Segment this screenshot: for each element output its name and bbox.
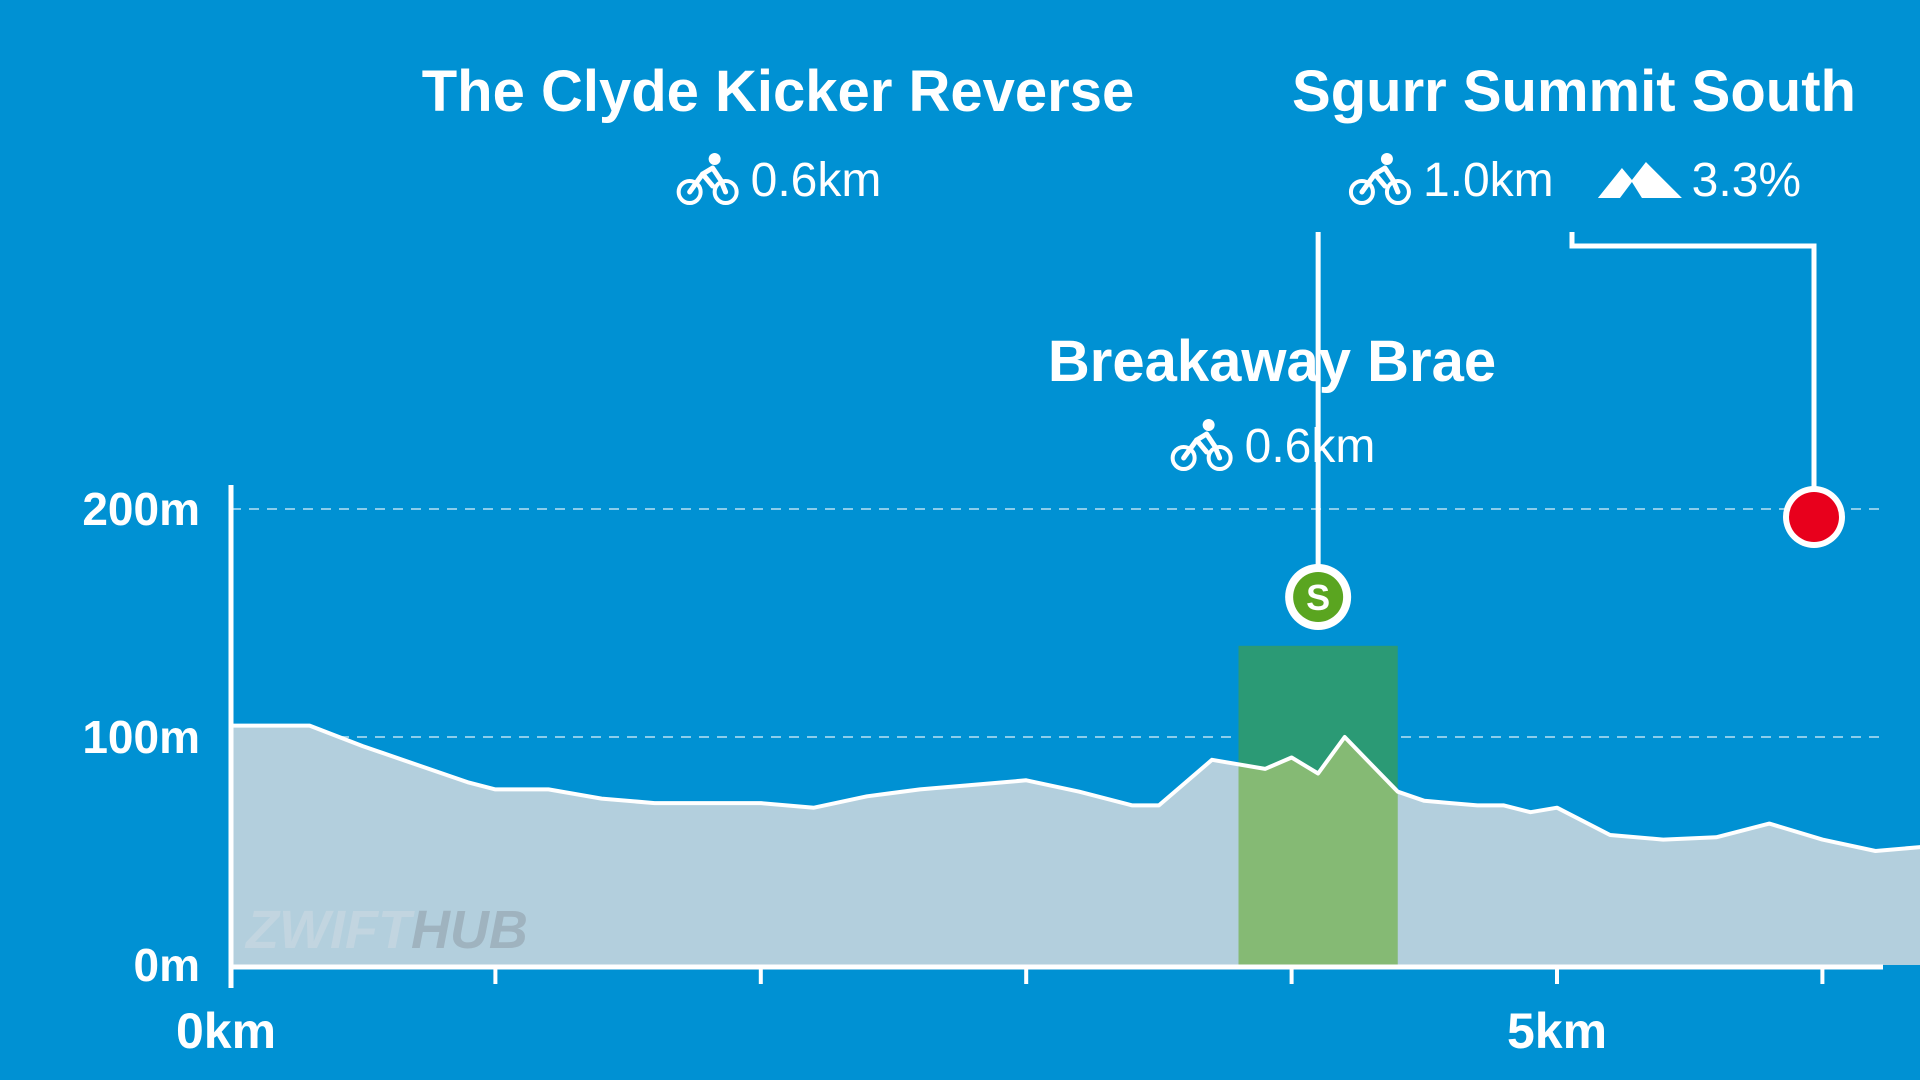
elevation-line	[230, 723, 1920, 853]
segment-distance: 0.6km	[1244, 419, 1376, 473]
elevation-area	[230, 725, 1920, 965]
x-tick-label-0: 0km	[176, 1003, 276, 1059]
segment-stats-clyde-kicker: 0.6km	[675, 152, 882, 208]
axes: 0km5km10km0m100m200m	[82, 483, 1883, 1059]
segment-stats-sgurr-summit: 1.0km 3.3%	[1347, 152, 1801, 208]
segment-stats-breakaway-brae: 0.6km	[1169, 418, 1376, 474]
sprint-marker-icon	[1293, 572, 1344, 622]
cyclist-icon	[1170, 419, 1233, 471]
segment-leader-lines	[1315, 232, 1817, 572]
y-tick-label-2: 200m	[82, 483, 200, 535]
cyclist-icon	[676, 153, 739, 205]
x-tick-label-1: 5km	[1507, 1003, 1607, 1059]
segment-markers: SS	[1285, 486, 1845, 630]
watermark-part1: ZWIFT	[244, 900, 415, 960]
kom-marker-icon	[1789, 492, 1839, 542]
segment-title-sgurr-summit: Sgurr Summit South	[1292, 59, 1856, 124]
cyclist-icon	[1348, 153, 1411, 205]
sprint-marker-label-0: S	[1306, 577, 1330, 618]
sprint-area-clyde-kicker	[1238, 737, 1398, 965]
segment-title-breakaway-brae: Breakaway Brae	[1047, 329, 1497, 394]
leader-line-sgurr-summit	[1569, 232, 1817, 490]
gridlines	[231, 508, 1883, 738]
watermark: ZWIFTHUB	[244, 900, 528, 960]
segment-gradient: 3.3%	[1691, 153, 1802, 207]
watermark-part2: HUB	[411, 900, 528, 960]
y-tick-label-1: 100m	[82, 711, 200, 763]
segment-title-clyde-kicker: The Clyde Kicker Reverse	[421, 59, 1135, 124]
segment-distance: 0.6km	[750, 153, 882, 207]
mountain-icon	[1597, 162, 1682, 198]
y-tick-label-0: 0m	[134, 939, 200, 991]
segment-distance: 1.0km	[1422, 153, 1554, 207]
